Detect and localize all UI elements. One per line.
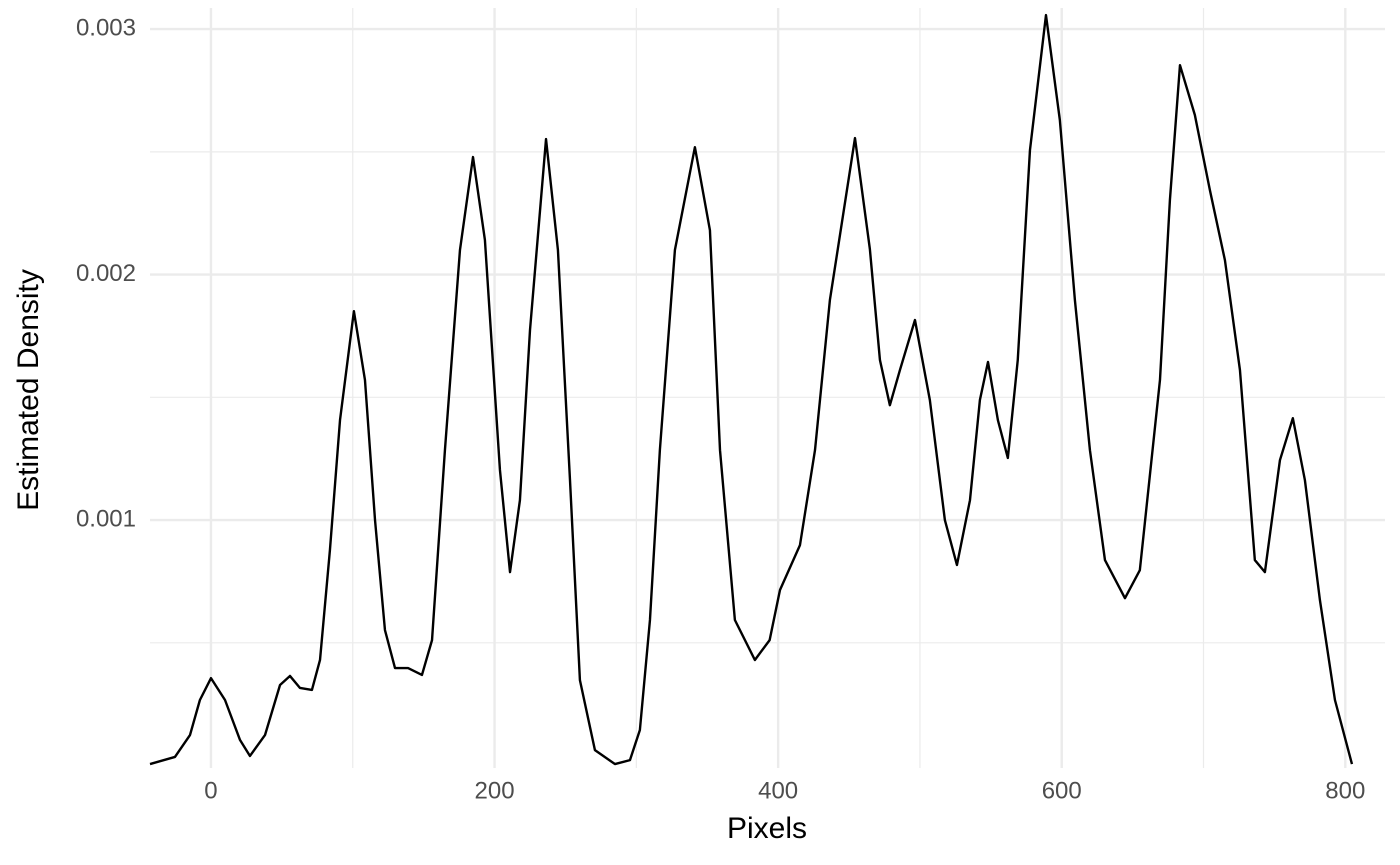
- density-line: [149, 13, 1354, 766]
- y-tick-label: 0.002: [76, 260, 136, 287]
- y-tick-label: 0.001: [76, 505, 136, 532]
- y-axis-title: Estimated Density: [12, 269, 45, 511]
- x-tick-label: 200: [475, 777, 515, 804]
- x-tick-label: 800: [1325, 777, 1365, 804]
- y-tick-label: 0.003: [76, 14, 136, 41]
- x-tick-label: 600: [1042, 777, 1082, 804]
- x-axis-title: Pixels: [727, 812, 807, 845]
- x-tick-label: 400: [758, 777, 798, 804]
- x-tick-label: 0: [204, 777, 217, 804]
